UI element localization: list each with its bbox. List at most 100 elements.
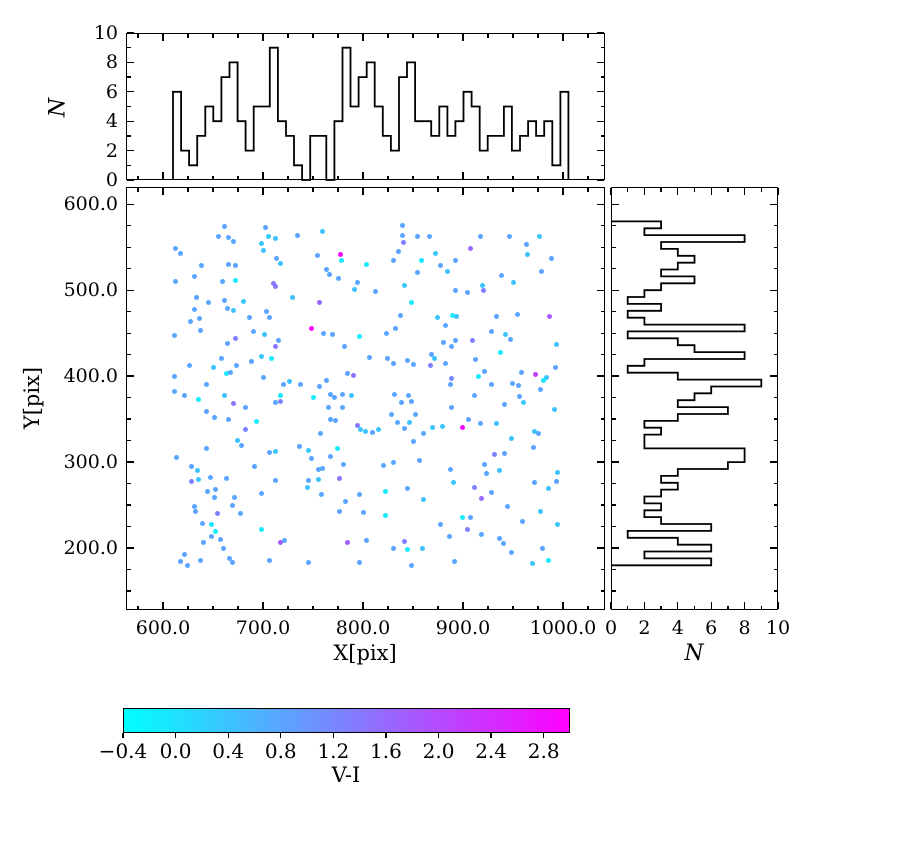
axis-tick — [237, 175, 239, 179]
axis-tick — [312, 175, 314, 179]
scatter-point — [200, 539, 206, 545]
scatter-point — [420, 431, 426, 437]
axis-tick — [262, 34, 264, 41]
scatter-point — [448, 344, 454, 350]
scatter-point — [258, 526, 264, 532]
scatter-point — [234, 438, 240, 444]
scatter-point — [277, 539, 283, 545]
scatter-point — [481, 369, 487, 375]
scatter-point — [354, 279, 360, 285]
scatter-point — [554, 521, 560, 527]
axis-tick — [770, 461, 777, 463]
scatter-point — [493, 420, 499, 426]
axis-tick — [462, 34, 464, 41]
x-tick-label: 1000.0 — [529, 617, 597, 639]
axis-tick — [612, 547, 619, 549]
scatter-point — [229, 560, 235, 566]
scatter-point — [275, 338, 281, 344]
colorbar-tick-label: 1.2 — [317, 739, 350, 763]
colorbar-tick-label: 1.6 — [370, 739, 402, 763]
scatter-point — [553, 478, 559, 484]
scatter-point — [428, 352, 434, 358]
scatter-point — [372, 288, 378, 294]
axis-tick — [362, 602, 364, 609]
scatter-point — [332, 418, 338, 424]
axis-tick — [627, 605, 629, 609]
y-tick-label: 500.0 — [63, 279, 118, 302]
top-histogram-curve — [172, 46, 570, 181]
axis-tick — [127, 439, 131, 442]
scatter-point — [507, 336, 513, 342]
axis-tick — [693, 605, 696, 609]
scatter-point — [356, 492, 362, 498]
axis-tick — [387, 175, 389, 179]
axis-tick — [512, 34, 514, 38]
axis-tick — [337, 605, 339, 609]
scatter-point — [233, 363, 239, 369]
scatter-point — [230, 238, 236, 244]
x-tick-label: 700.0 — [235, 617, 291, 639]
axis-tick — [127, 61, 134, 64]
scatter-point — [339, 391, 345, 397]
scatter-point — [336, 475, 342, 481]
right-hist-x-tick-label: 8 — [738, 617, 751, 639]
scatter-point — [390, 360, 396, 366]
axis-tick — [127, 268, 131, 270]
scatter-point — [408, 562, 414, 568]
axis-tick — [770, 203, 777, 205]
scatter-point — [296, 444, 302, 450]
axis-tick — [137, 175, 139, 179]
axis-tick — [412, 34, 414, 38]
scatter-point — [203, 382, 209, 388]
scatter-point — [553, 341, 559, 347]
colorbar-tick-label: 2.4 — [475, 739, 508, 763]
axis-tick — [773, 225, 777, 227]
scatter-point — [318, 492, 324, 498]
scatter-point — [260, 374, 266, 380]
scatter-point — [305, 447, 311, 453]
axis-tick — [773, 482, 777, 485]
scatter-point — [362, 428, 368, 434]
scatter-point — [304, 484, 310, 490]
scatter-point — [478, 531, 484, 537]
axis-tick — [127, 179, 134, 181]
scatter-point — [391, 391, 397, 397]
scatter-point — [537, 387, 543, 393]
axis-tick — [773, 590, 777, 592]
scatter-point — [232, 335, 238, 341]
axis-tick — [127, 590, 131, 592]
scatter-point — [266, 315, 272, 321]
axis-tick — [627, 188, 629, 192]
scatter-point — [320, 330, 326, 336]
axis-tick — [600, 590, 604, 592]
axis-tick — [312, 188, 314, 192]
scatter-point — [431, 355, 437, 361]
axis-tick — [612, 439, 616, 442]
scatter-point — [199, 520, 205, 526]
scatter-point — [479, 283, 485, 289]
axis-tick — [237, 605, 239, 609]
right-hist-x-tick-label: 2 — [638, 617, 651, 639]
scatter-point — [339, 404, 345, 410]
scatter-point — [230, 308, 236, 314]
axis-tick — [600, 135, 604, 137]
scatter-point — [504, 504, 510, 510]
axis-tick — [127, 332, 131, 334]
scatter-point — [248, 359, 254, 365]
colorbar-tick — [174, 733, 177, 738]
main-scatter-panel — [126, 187, 605, 610]
scatter-point — [480, 287, 486, 293]
scatter-point — [447, 382, 453, 388]
axis-tick — [600, 525, 604, 528]
right-hist-x-tick-label: 4 — [671, 617, 684, 639]
scatter-point — [529, 561, 535, 567]
scatter-point — [531, 428, 537, 434]
axis-tick — [610, 188, 612, 195]
colorbar-tick-label: 0.4 — [212, 739, 245, 763]
scatter-point — [414, 234, 420, 240]
axis-tick — [437, 605, 439, 609]
scatter-point — [451, 559, 457, 565]
scatter-point — [319, 229, 325, 235]
scatter-point — [194, 468, 200, 474]
